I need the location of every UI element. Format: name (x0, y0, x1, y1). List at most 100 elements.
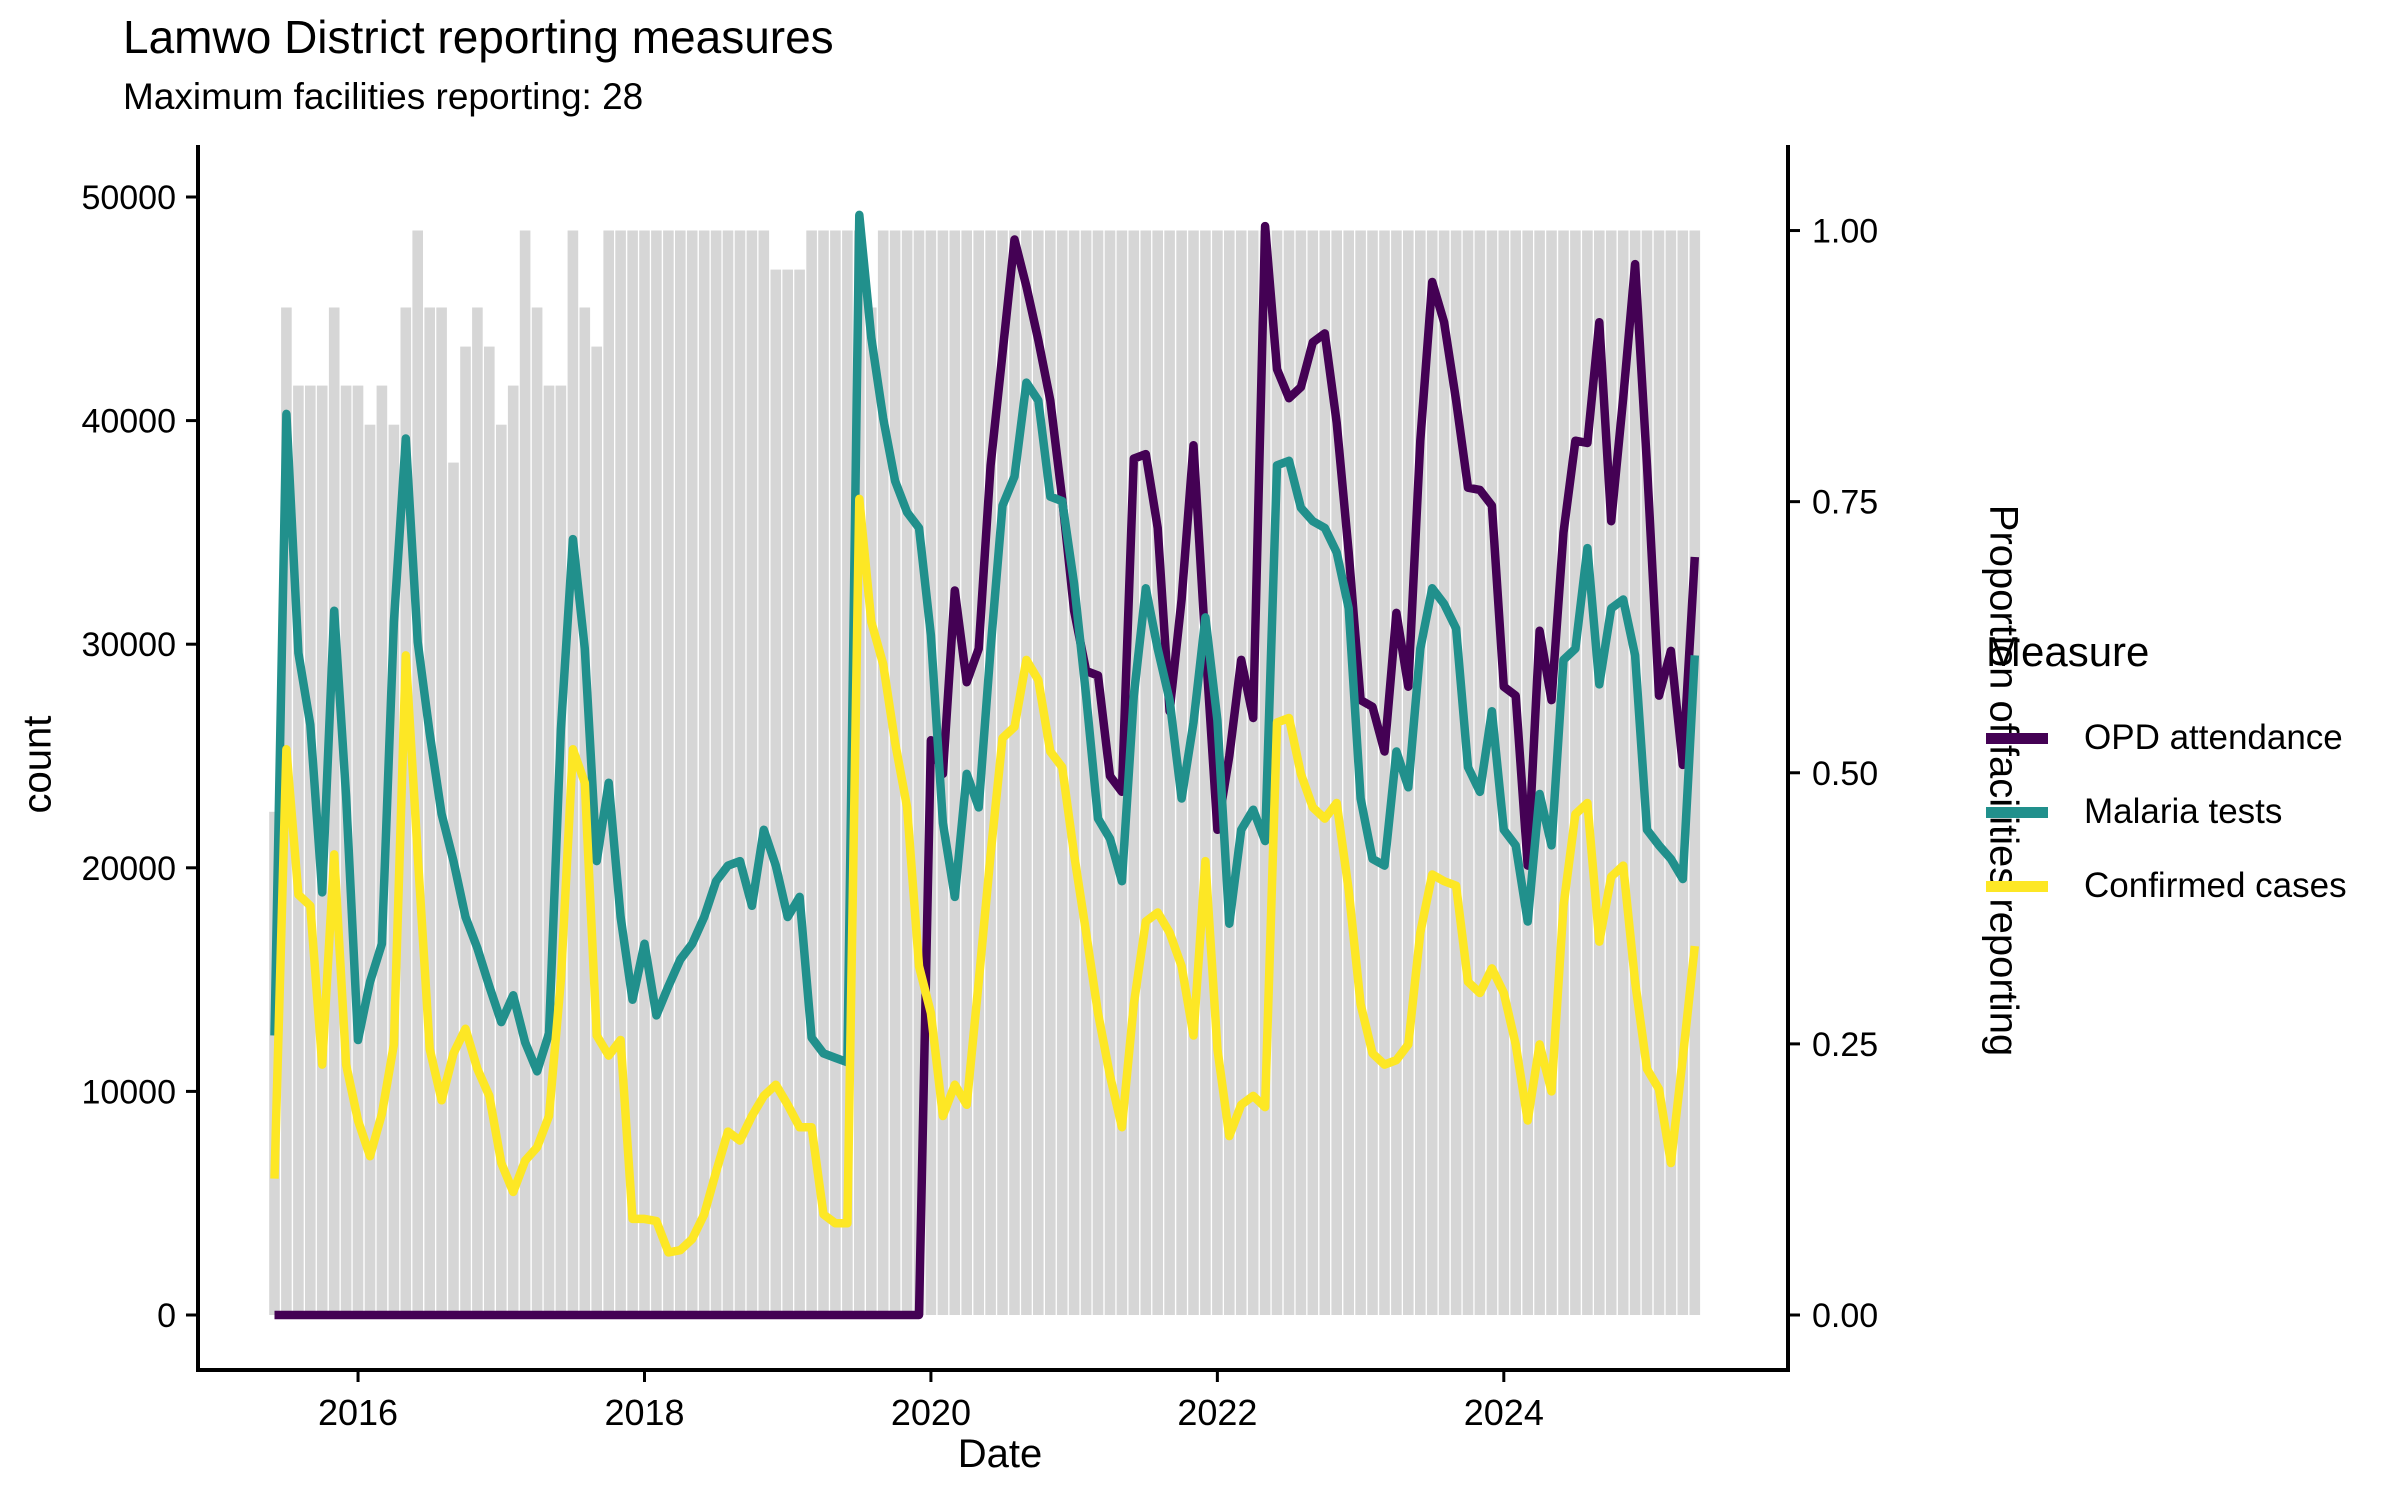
bar-month (364, 424, 376, 1315)
bar-month (1498, 230, 1510, 1315)
legend-line-swatch (1986, 880, 2048, 892)
bar-month (1534, 230, 1545, 1315)
right-tick-label: 0.50 (1812, 755, 1878, 793)
bar-month (305, 385, 316, 1316)
bar-month (1068, 230, 1080, 1315)
line-opd-attendance (274, 221, 1700, 1320)
bar-month (543, 385, 555, 1316)
bar-month (1379, 230, 1390, 1315)
left-tick-label: 20000 (81, 850, 176, 888)
legend-item-label: OPD attendance (2084, 718, 2343, 757)
legend-item-label: Confirmed cases (2084, 866, 2347, 905)
bar-month (603, 230, 614, 1315)
bar-month (1009, 230, 1020, 1315)
bar-month (1629, 230, 1641, 1315)
bar-month (877, 230, 889, 1315)
bar-month (1605, 230, 1617, 1315)
legend-item-malaria-tests: Malaria tests (1986, 792, 2386, 831)
bar-month (854, 230, 865, 1315)
bar-month (1033, 230, 1044, 1315)
bar-month (686, 230, 698, 1315)
bar-month (663, 230, 674, 1315)
left-tick-label: 30000 (81, 626, 176, 664)
bar-month (1617, 230, 1629, 1315)
legend-item-opd-attendance: OPD attendance (1986, 718, 2386, 757)
bar-month (1582, 230, 1593, 1315)
bar-month (1247, 230, 1259, 1315)
bar-month (615, 230, 626, 1315)
bar-month (734, 230, 746, 1315)
x-axis-ticks: 2016 2018 2020 2022 2024 (318, 1370, 1544, 1433)
legend-line-swatch (1986, 732, 2048, 744)
bar-month (555, 385, 567, 1316)
line-confirmed-cases (270, 494, 1700, 1257)
bar-month (448, 462, 459, 1316)
bar-month (328, 307, 340, 1315)
legend-title: Measure (1986, 628, 2150, 675)
bar-month (1594, 230, 1605, 1315)
bar-month (1677, 230, 1689, 1315)
bar-month (1438, 230, 1450, 1315)
right-axis-ticks: 0.00 0.25 0.50 0.75 1.00 (1788, 213, 1878, 1335)
x-tick-label: 2018 (604, 1392, 684, 1433)
bar-month (1164, 230, 1175, 1315)
bar-month (698, 230, 710, 1315)
chart-title: Lamwo District reporting measures (123, 11, 834, 63)
bar-month (1522, 230, 1533, 1315)
bar-month (1331, 230, 1342, 1315)
bar-month (1653, 230, 1665, 1315)
legend-item-confirmed-cases: Confirmed cases (1986, 866, 2386, 905)
bar-month (627, 230, 638, 1315)
bar-month (1546, 230, 1557, 1315)
bar-month (985, 230, 996, 1315)
legend-items: OPD attendance Malaria tests Confirmed cas… (1986, 718, 2386, 905)
x-tick-label: 2024 (1464, 1392, 1544, 1433)
bar-month (806, 230, 817, 1315)
bar-month (1319, 230, 1331, 1315)
bar-month (675, 230, 686, 1315)
bar-month (758, 230, 770, 1315)
bar-month (949, 230, 961, 1315)
bar-month (1140, 230, 1152, 1315)
bar-month (484, 346, 495, 1316)
legend-item-label: Malaria tests (2084, 792, 2283, 831)
bar-month (1283, 230, 1295, 1315)
bar-month (412, 230, 423, 1315)
bar-month (1367, 230, 1378, 1315)
bar-month (794, 269, 805, 1316)
right-tick-label: 1.00 (1812, 213, 1878, 251)
bar-month (1021, 230, 1032, 1315)
bar-month (1152, 230, 1163, 1315)
bar-month (1689, 230, 1701, 1315)
bar-month (531, 307, 543, 1315)
left-tick-label: 0 (157, 1297, 176, 1335)
x-tick-label: 2016 (318, 1392, 398, 1433)
x-tick-label: 2022 (1177, 1392, 1257, 1433)
bar-month (1486, 230, 1498, 1315)
bar-month (770, 269, 782, 1316)
bar-month (1415, 230, 1426, 1315)
bar-month (1200, 230, 1211, 1315)
bar-month (1665, 230, 1677, 1315)
bar-month (830, 230, 841, 1315)
right-tick-label: 0.25 (1812, 1026, 1878, 1064)
bar-month (1128, 230, 1140, 1315)
right-tick-label: 0.75 (1812, 484, 1878, 522)
bar-month (1570, 230, 1581, 1315)
bar-month (782, 269, 793, 1316)
bar-month (913, 230, 925, 1315)
bar-month (1235, 230, 1247, 1315)
line-malaria-tests (270, 210, 1700, 1076)
bar-month (651, 230, 662, 1315)
left-tick-label: 40000 (81, 403, 176, 441)
bar-month (1092, 230, 1104, 1315)
left-axis-ticks: 0 10000 20000 30000 40000 50000 (81, 179, 198, 1335)
bar-month (388, 424, 400, 1315)
right-tick-label: 0.00 (1812, 1297, 1878, 1335)
x-axis-title-date: Date (957, 1432, 1043, 1476)
bar-month (1080, 230, 1092, 1315)
bar-month (818, 230, 829, 1315)
bar-month (1426, 230, 1438, 1315)
